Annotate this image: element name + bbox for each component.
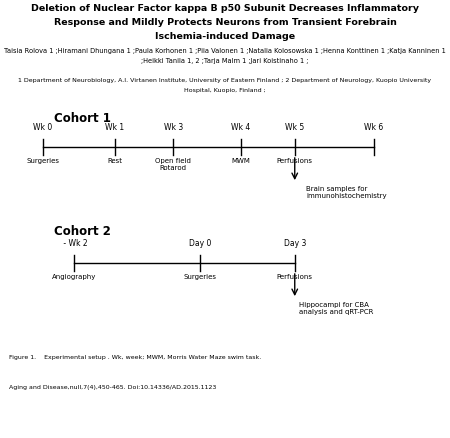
Text: Open field
Rotarod: Open field Rotarod	[155, 158, 191, 171]
Text: Hippocampi for CBA
analysis and qRT-PCR: Hippocampi for CBA analysis and qRT-PCR	[299, 301, 374, 314]
Text: Rest: Rest	[107, 158, 122, 164]
Text: Wk 5: Wk 5	[285, 123, 304, 132]
Text: Cohort 2: Cohort 2	[54, 225, 111, 237]
Text: Angiography: Angiography	[52, 273, 96, 279]
Text: Aging and Disease,null,7(4),450-465. Doi:10.14336/AD.2015.1123: Aging and Disease,null,7(4),450-465. Doi…	[9, 384, 216, 389]
Text: Brain samples for
immunohistochemistry: Brain samples for immunohistochemistry	[306, 186, 387, 198]
Text: Deletion of Nuclear Factor kappa B p50 Subunit Decreases Inflammatory: Deletion of Nuclear Factor kappa B p50 S…	[31, 4, 419, 13]
Text: Perfusions: Perfusions	[277, 273, 313, 279]
Text: Perfusions: Perfusions	[277, 158, 313, 164]
Text: Cohort 1: Cohort 1	[54, 112, 111, 125]
Text: Hospital, Kuopio, Finland ;: Hospital, Kuopio, Finland ;	[184, 88, 266, 93]
Text: Surgeries: Surgeries	[26, 158, 59, 164]
Text: Day 3: Day 3	[284, 238, 306, 247]
Text: Wk 0: Wk 0	[33, 123, 52, 132]
Text: Wk 1: Wk 1	[105, 123, 124, 132]
Text: Wk 6: Wk 6	[364, 123, 383, 132]
Text: Response and Mildly Protects Neurons from Transient Forebrain: Response and Mildly Protects Neurons fro…	[54, 18, 396, 27]
Text: MWM: MWM	[231, 158, 250, 164]
Text: Wk 3: Wk 3	[164, 123, 183, 132]
Text: Wk 4: Wk 4	[231, 123, 250, 132]
Text: - Wk 2: - Wk 2	[61, 238, 88, 247]
Text: Day 0: Day 0	[189, 238, 212, 247]
Text: Surgeries: Surgeries	[184, 273, 217, 279]
Text: Taisia Rolova 1 ;Hiramani Dhungana 1 ;Paula Korhonen 1 ;Piia Valonen 1 ;Natalia : Taisia Rolova 1 ;Hiramani Dhungana 1 ;Pa…	[4, 48, 446, 54]
Text: Ischemia-induced Damage: Ischemia-induced Damage	[155, 32, 295, 41]
Text: ;Heikki Tanila 1, 2 ;Tarja Malm 1 ;Jari Koistinaho 1 ;: ;Heikki Tanila 1, 2 ;Tarja Malm 1 ;Jari …	[141, 58, 309, 64]
Text: 1 Department of Neurobiology, A.I. Virtanen Institute, University of Eastern Fin: 1 Department of Neurobiology, A.I. Virta…	[18, 78, 432, 83]
Text: Figure 1.    Experimental setup . Wk, week; MWM, Morris Water Maze swim task.: Figure 1. Experimental setup . Wk, week;…	[9, 354, 261, 359]
